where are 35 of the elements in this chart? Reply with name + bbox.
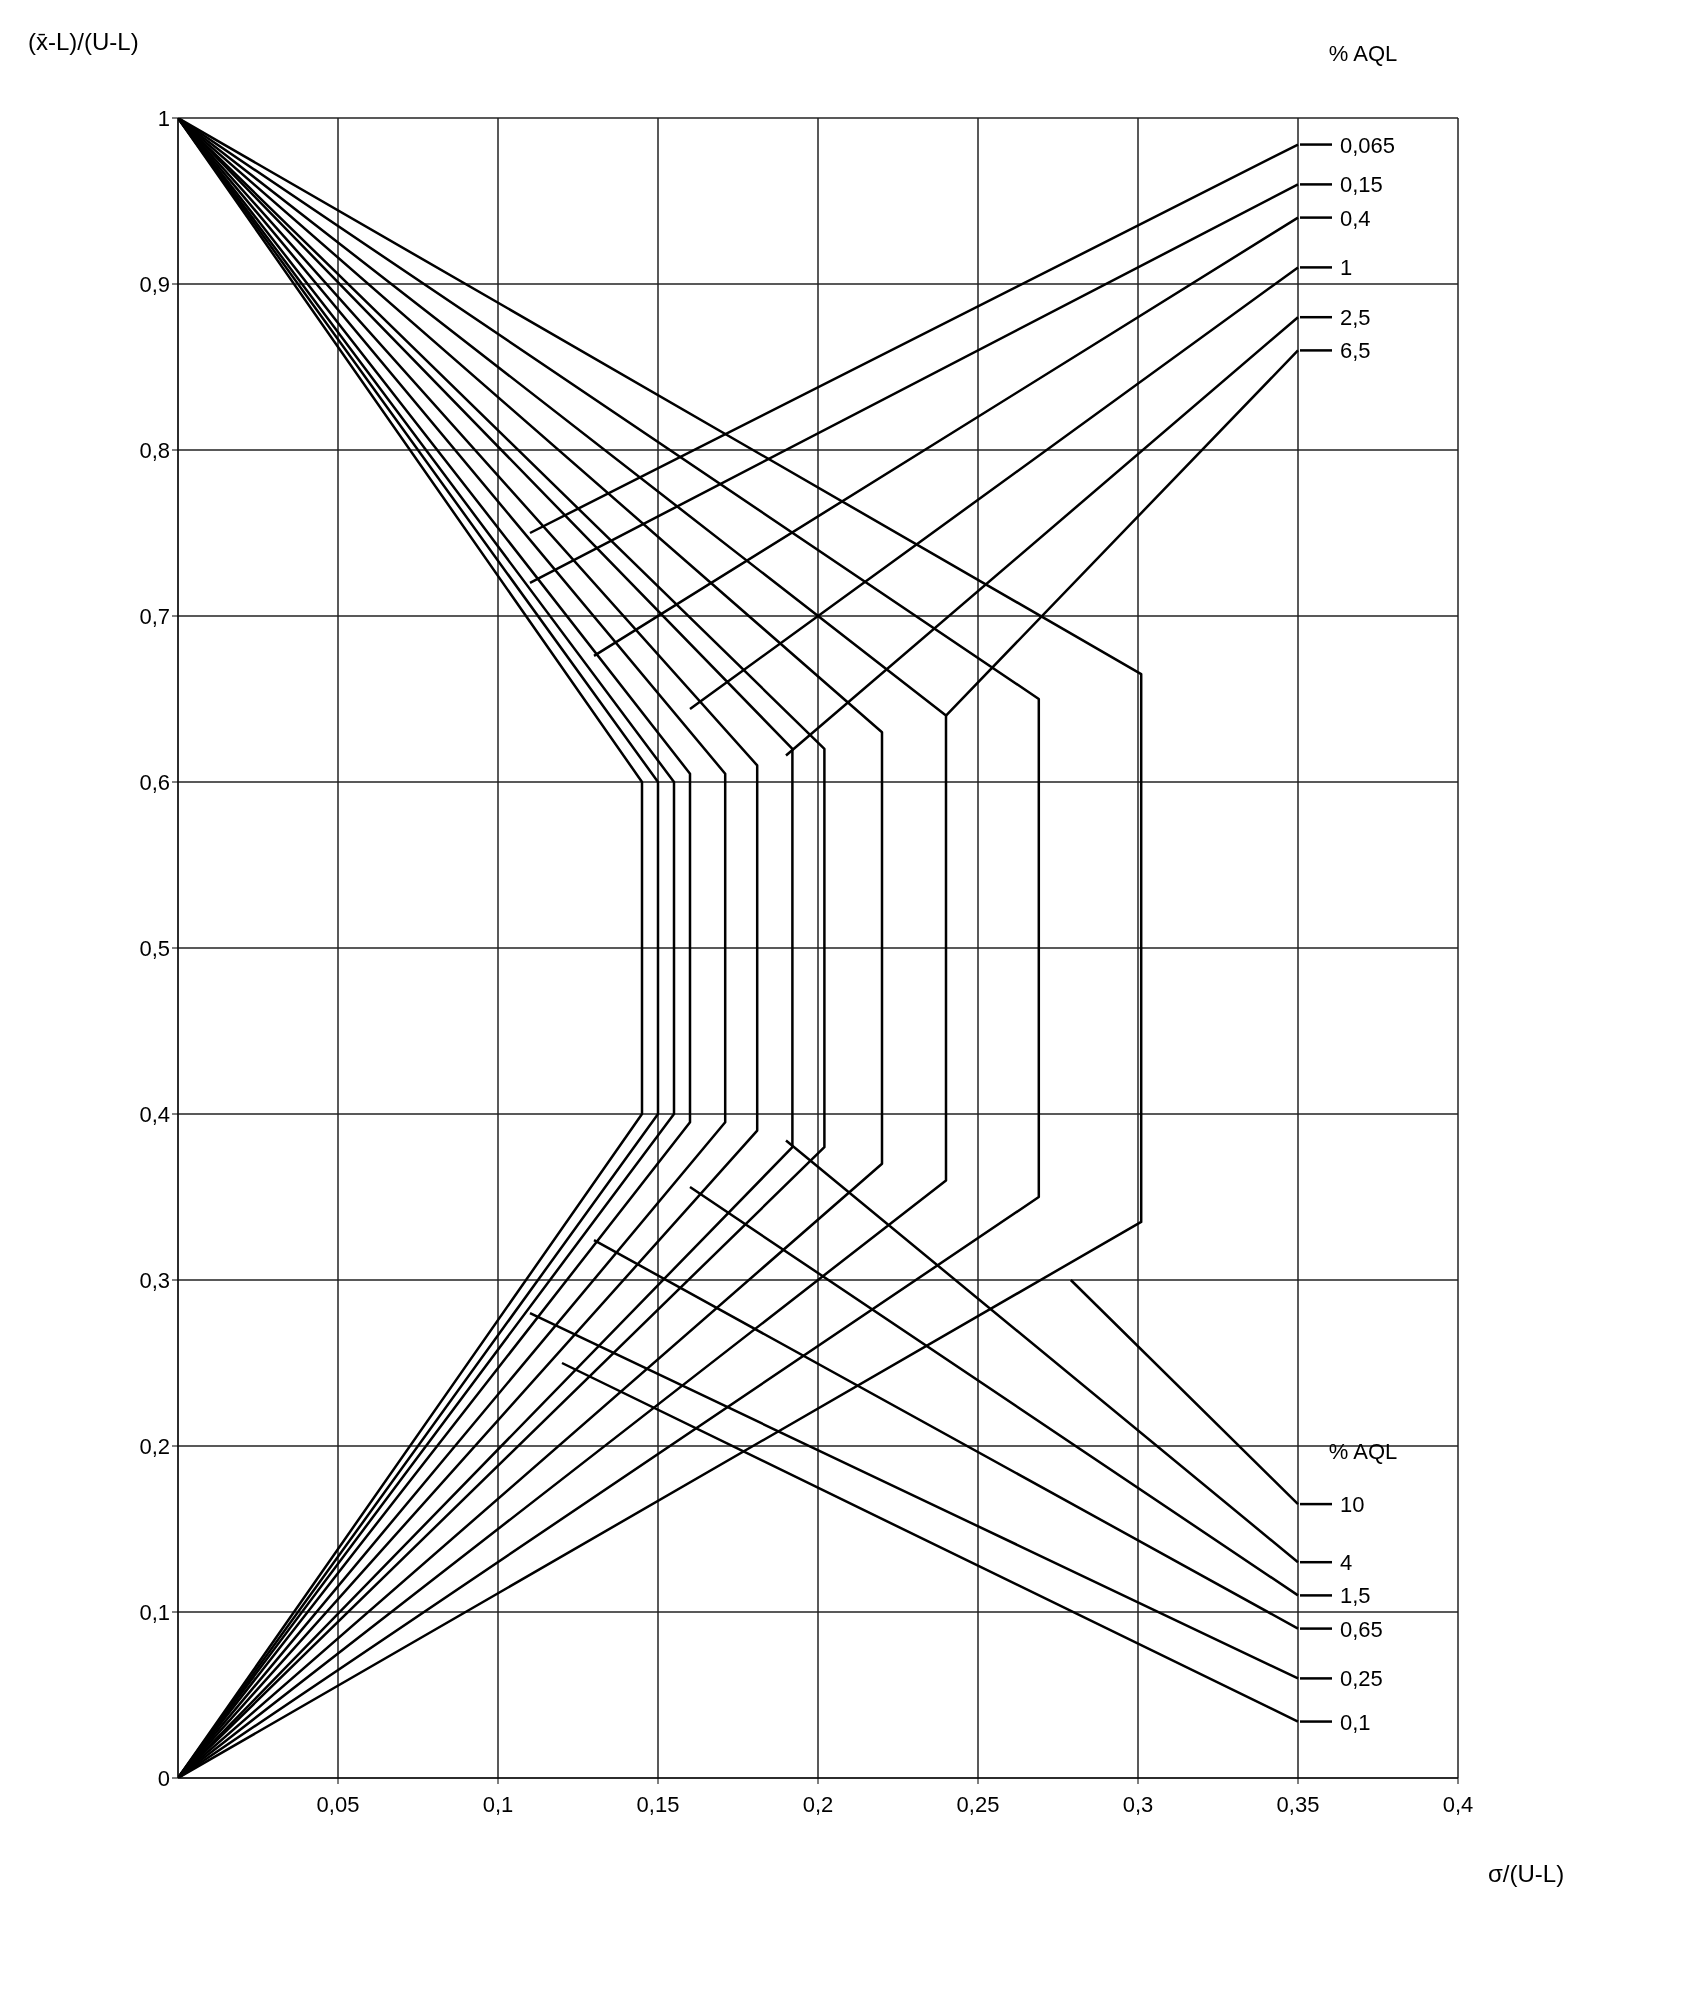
y-tick-label: 0,6 bbox=[139, 769, 170, 795]
y-tick-label: 0 bbox=[157, 1765, 170, 1791]
legend-label: 0,65 bbox=[1340, 1616, 1383, 1642]
x-axis-title: σ/(U-L) bbox=[1488, 1860, 1565, 1888]
y-tick-label: 0,9 bbox=[139, 271, 170, 297]
x-tick-label: 0,35 bbox=[1276, 1791, 1320, 1817]
y-tick-label: 0,1 bbox=[139, 1599, 170, 1625]
legend-label: 1,5 bbox=[1340, 1583, 1371, 1609]
x-tick-label: 0,25 bbox=[956, 1791, 1000, 1817]
y-tick-label: 0,4 bbox=[139, 1101, 170, 1127]
y-tick-label: 0,7 bbox=[139, 603, 170, 629]
y-tick-label: 0,3 bbox=[139, 1267, 170, 1293]
x-tick-label: 0,2 bbox=[802, 1791, 834, 1817]
x-tick-label: 0,05 bbox=[316, 1791, 360, 1817]
x-tick-label: 0,4 bbox=[1442, 1791, 1474, 1817]
legend-label: 1 bbox=[1340, 255, 1353, 281]
legend-label: 4 bbox=[1340, 1550, 1353, 1576]
legend-label: 0,1 bbox=[1340, 1709, 1371, 1735]
annotation: % AQL bbox=[1328, 1438, 1398, 1465]
legend-label: 10 bbox=[1340, 1492, 1365, 1518]
legend-label: 2,5 bbox=[1340, 305, 1371, 331]
x-tick-label: 0,3 bbox=[1122, 1791, 1154, 1817]
legend-label: 0,4 bbox=[1340, 205, 1371, 231]
legend-label: 0,065 bbox=[1340, 132, 1396, 158]
x-tick-label: 0,1 bbox=[482, 1791, 514, 1817]
legend-label: 6,5 bbox=[1340, 338, 1371, 364]
y-tick-label: 0,5 bbox=[139, 935, 170, 961]
y-axis-title: (x̄-L)/(U-L) bbox=[28, 28, 139, 56]
x-tick-label: 0,15 bbox=[636, 1791, 680, 1817]
legend-label: 0,25 bbox=[1340, 1666, 1383, 1692]
y-tick-label: 0,8 bbox=[139, 437, 170, 463]
y-tick-label: 1 bbox=[157, 105, 170, 131]
text: % AQL bbox=[1328, 40, 1398, 67]
legend-label: 0,15 bbox=[1340, 172, 1383, 198]
y-tick-label: 0,2 bbox=[139, 1433, 170, 1459]
